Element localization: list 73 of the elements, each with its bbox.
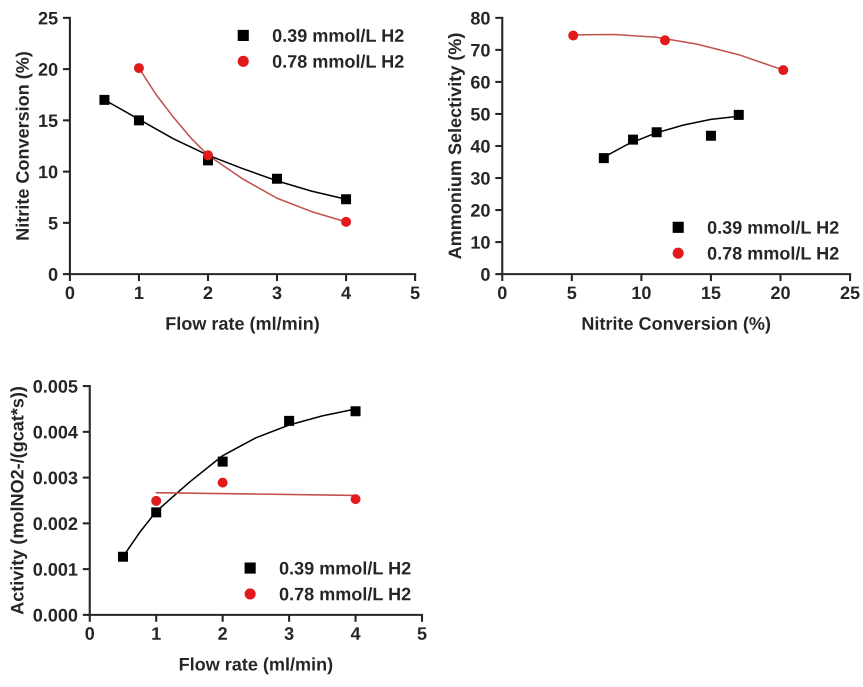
y-tick-label: 0: [481, 268, 490, 281]
y-tick-label: 15: [39, 114, 58, 128]
point: [341, 216, 352, 227]
y-tick-label: 0.004: [33, 426, 78, 439]
y-tick-label: 0.000: [33, 608, 78, 622]
x-tick-label: 4: [341, 286, 351, 300]
point: [272, 174, 282, 184]
x-tick-label: 25: [840, 286, 860, 300]
y-tick-label: 0.001: [33, 563, 78, 576]
point: [202, 150, 213, 160]
legend-label: 0.78 mmol/L H2: [708, 246, 839, 260]
point: [118, 552, 128, 562]
x-axis-title: Flow rate (ml/min): [166, 316, 319, 334]
x-tick-label: 2: [204, 286, 212, 300]
point: [99, 94, 110, 105]
y-axis-title: Activity (molNO2-/(gcat*s)): [10, 387, 28, 614]
x-tick-label: 1: [152, 627, 161, 640]
point: [628, 134, 638, 145]
x-axis-title: Flow rate (ml/min): [180, 657, 332, 674]
x-tick-label: 3: [272, 286, 282, 300]
x-tick-label: 10: [632, 286, 651, 300]
x-tick-label: 1: [135, 286, 144, 300]
point: [218, 478, 228, 488]
point: [151, 507, 162, 518]
point: [598, 153, 609, 164]
y-tick-label: 30: [470, 172, 490, 185]
y-tick-label: 0.002: [33, 517, 78, 530]
y-axis-title: Ammonium Selectivity (%): [448, 34, 465, 259]
point: [660, 35, 670, 46]
point: [350, 406, 361, 416]
x-tick-label: 0: [498, 286, 507, 300]
y-tick-label: 10: [39, 166, 58, 178]
point: [652, 127, 662, 138]
point: [151, 496, 162, 506]
y-tick-label: 0: [48, 268, 58, 281]
point: [218, 456, 228, 467]
legend-label: 0.78 mmol/L H2: [280, 587, 410, 601]
x-tick-label: 15: [702, 286, 720, 300]
point: [706, 130, 716, 141]
y-tick-label: 60: [471, 76, 490, 89]
point: [734, 110, 744, 120]
legend-label: 0.39 mmol/L H2: [708, 220, 839, 234]
legend-label: 0.39 mmol/L H2: [272, 28, 404, 42]
y-tick-label: 25: [38, 12, 58, 25]
y-tick-label: 80: [470, 12, 490, 25]
legend-label: 0.78 mmol/L H2: [272, 54, 404, 68]
y-tick-label: 0.003: [33, 472, 78, 484]
y-tick-label: 5: [48, 216, 58, 230]
x-tick-label: 20: [771, 286, 790, 300]
x-tick-label: 5: [410, 286, 420, 300]
y-tick-label: 70: [471, 44, 490, 57]
point: [568, 30, 578, 40]
y-tick-label: 20: [471, 204, 490, 217]
legend-label: 0.39 mmol/L H2: [280, 561, 410, 575]
x-tick-label: 3: [284, 627, 294, 640]
point: [341, 194, 352, 204]
y-tick-label: 0.005: [33, 380, 78, 393]
point: [134, 115, 144, 126]
y-axis-title: Nitrite Conversion (%): [16, 52, 32, 240]
x-tick-label: 2: [218, 627, 227, 640]
x-tick-label: 0: [85, 627, 94, 640]
x-tick-label: 5: [418, 627, 427, 640]
x-tick-label: 5: [567, 286, 576, 300]
y-tick-label: 50: [470, 108, 490, 121]
y-tick-label: 20: [38, 63, 58, 76]
point: [778, 65, 788, 76]
y-tick-label: 10: [472, 236, 490, 249]
point: [350, 494, 361, 504]
x-tick-label: 4: [350, 627, 360, 640]
point: [134, 63, 144, 74]
point: [284, 416, 294, 426]
y-tick-label: 40: [470, 140, 490, 153]
x-axis-title: Nitrite Conversion (%): [582, 316, 770, 334]
